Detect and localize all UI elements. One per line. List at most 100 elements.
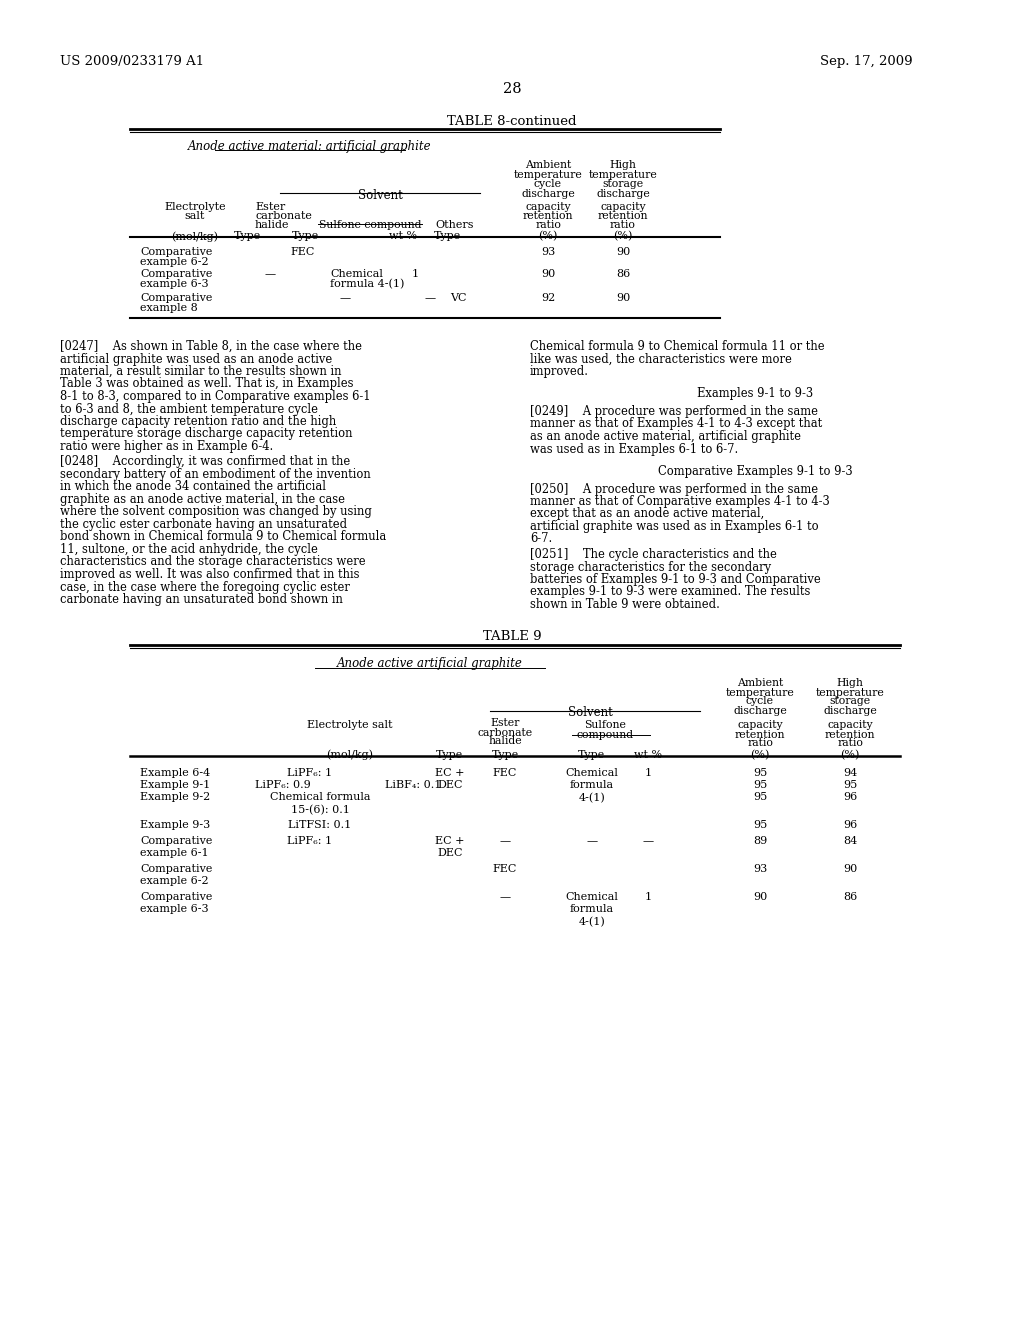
- Text: shown in Table 9 were obtained.: shown in Table 9 were obtained.: [530, 598, 720, 611]
- Text: (%): (%): [539, 231, 558, 242]
- Text: 90: 90: [541, 269, 555, 279]
- Text: FEC: FEC: [493, 865, 517, 874]
- Text: 95: 95: [753, 792, 767, 803]
- Text: Ambient: Ambient: [525, 160, 571, 170]
- Text: discharge: discharge: [823, 706, 877, 717]
- Text: FEC: FEC: [493, 767, 517, 777]
- Text: batteries of Examples 9-1 to 9-3 and Comparative: batteries of Examples 9-1 to 9-3 and Com…: [530, 573, 821, 586]
- Text: 8-1 to 8-3, compared to in Comparative examples 6-1: 8-1 to 8-3, compared to in Comparative e…: [60, 389, 371, 403]
- Text: (%): (%): [613, 231, 633, 242]
- Text: ratio: ratio: [610, 220, 636, 230]
- Text: carbonate: carbonate: [255, 211, 312, 220]
- Text: —: —: [424, 293, 435, 304]
- Text: [0247]    As shown in Table 8, in the case where the: [0247] As shown in Table 8, in the case …: [60, 341, 362, 352]
- Text: Sep. 17, 2009: Sep. 17, 2009: [820, 55, 912, 69]
- Text: Anode active artificial graphite: Anode active artificial graphite: [337, 657, 523, 671]
- Text: improved.: improved.: [530, 366, 589, 378]
- Text: 96: 96: [843, 821, 857, 830]
- Text: Examples 9-1 to 9-3: Examples 9-1 to 9-3: [697, 388, 813, 400]
- Text: Chemical formula: Chemical formula: [269, 792, 371, 803]
- Text: 28: 28: [503, 82, 521, 96]
- Text: DEC: DEC: [437, 780, 463, 789]
- Text: retention: retention: [522, 211, 573, 220]
- Text: storage characteristics for the secondary: storage characteristics for the secondar…: [530, 561, 771, 573]
- Text: 89: 89: [753, 836, 767, 846]
- Text: US 2009/0233179 A1: US 2009/0233179 A1: [60, 55, 204, 69]
- Text: capacity: capacity: [737, 721, 782, 730]
- Text: 90: 90: [753, 892, 767, 902]
- Text: 95: 95: [843, 780, 857, 789]
- Text: retention: retention: [824, 730, 876, 739]
- Text: wt %: wt %: [634, 750, 663, 759]
- Text: 90: 90: [843, 865, 857, 874]
- Text: artificial graphite was used as an anode active: artificial graphite was used as an anode…: [60, 352, 332, 366]
- Text: —: —: [500, 892, 511, 902]
- Text: FEC: FEC: [290, 247, 314, 257]
- Text: [0251]    The cycle characteristics and the: [0251] The cycle characteristics and the: [530, 548, 777, 561]
- Text: —: —: [587, 836, 598, 846]
- Text: ratio: ratio: [837, 738, 863, 748]
- Text: example 8: example 8: [140, 304, 198, 313]
- Text: capacity: capacity: [525, 202, 570, 213]
- Text: 96: 96: [843, 792, 857, 803]
- Text: 94: 94: [843, 767, 857, 777]
- Text: Comparative: Comparative: [140, 293, 212, 304]
- Text: temperature: temperature: [816, 688, 885, 697]
- Text: temperature storage discharge capacity retention: temperature storage discharge capacity r…: [60, 428, 352, 441]
- Text: 93: 93: [753, 865, 767, 874]
- Text: artificial graphite was used as in Examples 6-1 to: artificial graphite was used as in Examp…: [530, 520, 818, 533]
- Text: except that as an anode active material,: except that as an anode active material,: [530, 507, 764, 520]
- Text: formula 4-(1): formula 4-(1): [330, 279, 404, 289]
- Text: Ester: Ester: [490, 718, 520, 729]
- Text: Chemical formula 9 to Chemical formula 11 or the: Chemical formula 9 to Chemical formula 1…: [530, 341, 824, 352]
- Text: secondary battery of an embodiment of the invention: secondary battery of an embodiment of th…: [60, 469, 371, 480]
- Text: (%): (%): [841, 750, 860, 760]
- Text: example 6-2: example 6-2: [140, 257, 209, 267]
- Text: Type: Type: [433, 231, 461, 242]
- Text: 86: 86: [615, 269, 630, 279]
- Text: Solvent: Solvent: [567, 706, 612, 719]
- Text: halide: halide: [255, 220, 290, 230]
- Text: LiBF₄: 0.1: LiBF₄: 0.1: [385, 780, 441, 789]
- Text: case, in the case where the foregoing cyclic ester: case, in the case where the foregoing cy…: [60, 581, 350, 594]
- Text: example 6-2: example 6-2: [140, 876, 209, 887]
- Text: (mol/kg): (mol/kg): [171, 231, 218, 242]
- Text: Type: Type: [233, 231, 261, 242]
- Text: retention: retention: [735, 730, 785, 739]
- Text: compound: compound: [577, 730, 634, 741]
- Text: —: —: [500, 836, 511, 846]
- Text: in which the anode 34 contained the artificial: in which the anode 34 contained the arti…: [60, 480, 326, 494]
- Text: example 6-3: example 6-3: [140, 904, 209, 915]
- Text: VC: VC: [450, 293, 467, 304]
- Text: Electrolyte salt: Electrolyte salt: [307, 721, 393, 730]
- Text: LiPF₆: 1: LiPF₆: 1: [288, 767, 333, 777]
- Text: Comparative: Comparative: [140, 892, 212, 902]
- Text: like was used, the characteristics were more: like was used, the characteristics were …: [530, 352, 792, 366]
- Text: High: High: [837, 677, 863, 688]
- Text: ratio: ratio: [536, 220, 561, 230]
- Text: as an anode active material, artificial graphite: as an anode active material, artificial …: [530, 430, 801, 444]
- Text: halide: halide: [488, 737, 522, 747]
- Text: Ambient: Ambient: [737, 677, 783, 688]
- Text: LiPF₆: 1: LiPF₆: 1: [288, 836, 333, 846]
- Text: bond shown in Chemical formula 9 to Chemical formula: bond shown in Chemical formula 9 to Chem…: [60, 531, 386, 544]
- Text: Chemical: Chemical: [330, 269, 383, 279]
- Text: Comparative: Comparative: [140, 247, 212, 257]
- Text: temperature: temperature: [589, 170, 657, 180]
- Text: Solvent: Solvent: [357, 189, 402, 202]
- Text: 4-(1): 4-(1): [579, 792, 605, 803]
- Text: Chemical: Chemical: [565, 892, 618, 902]
- Text: 15-(6): 0.1: 15-(6): 0.1: [291, 805, 349, 816]
- Text: storage: storage: [602, 180, 643, 189]
- Text: temperature: temperature: [726, 688, 795, 697]
- Text: where the solvent composition was changed by using: where the solvent composition was change…: [60, 506, 372, 519]
- Text: discharge: discharge: [733, 706, 786, 717]
- Text: Example 9-3: Example 9-3: [140, 821, 210, 830]
- Text: 1: 1: [412, 269, 419, 279]
- Text: example 6-1: example 6-1: [140, 849, 209, 858]
- Text: 95: 95: [753, 767, 767, 777]
- Text: cycle: cycle: [534, 180, 562, 189]
- Text: —: —: [642, 836, 653, 846]
- Text: Others: Others: [436, 220, 474, 230]
- Text: capacity: capacity: [827, 721, 872, 730]
